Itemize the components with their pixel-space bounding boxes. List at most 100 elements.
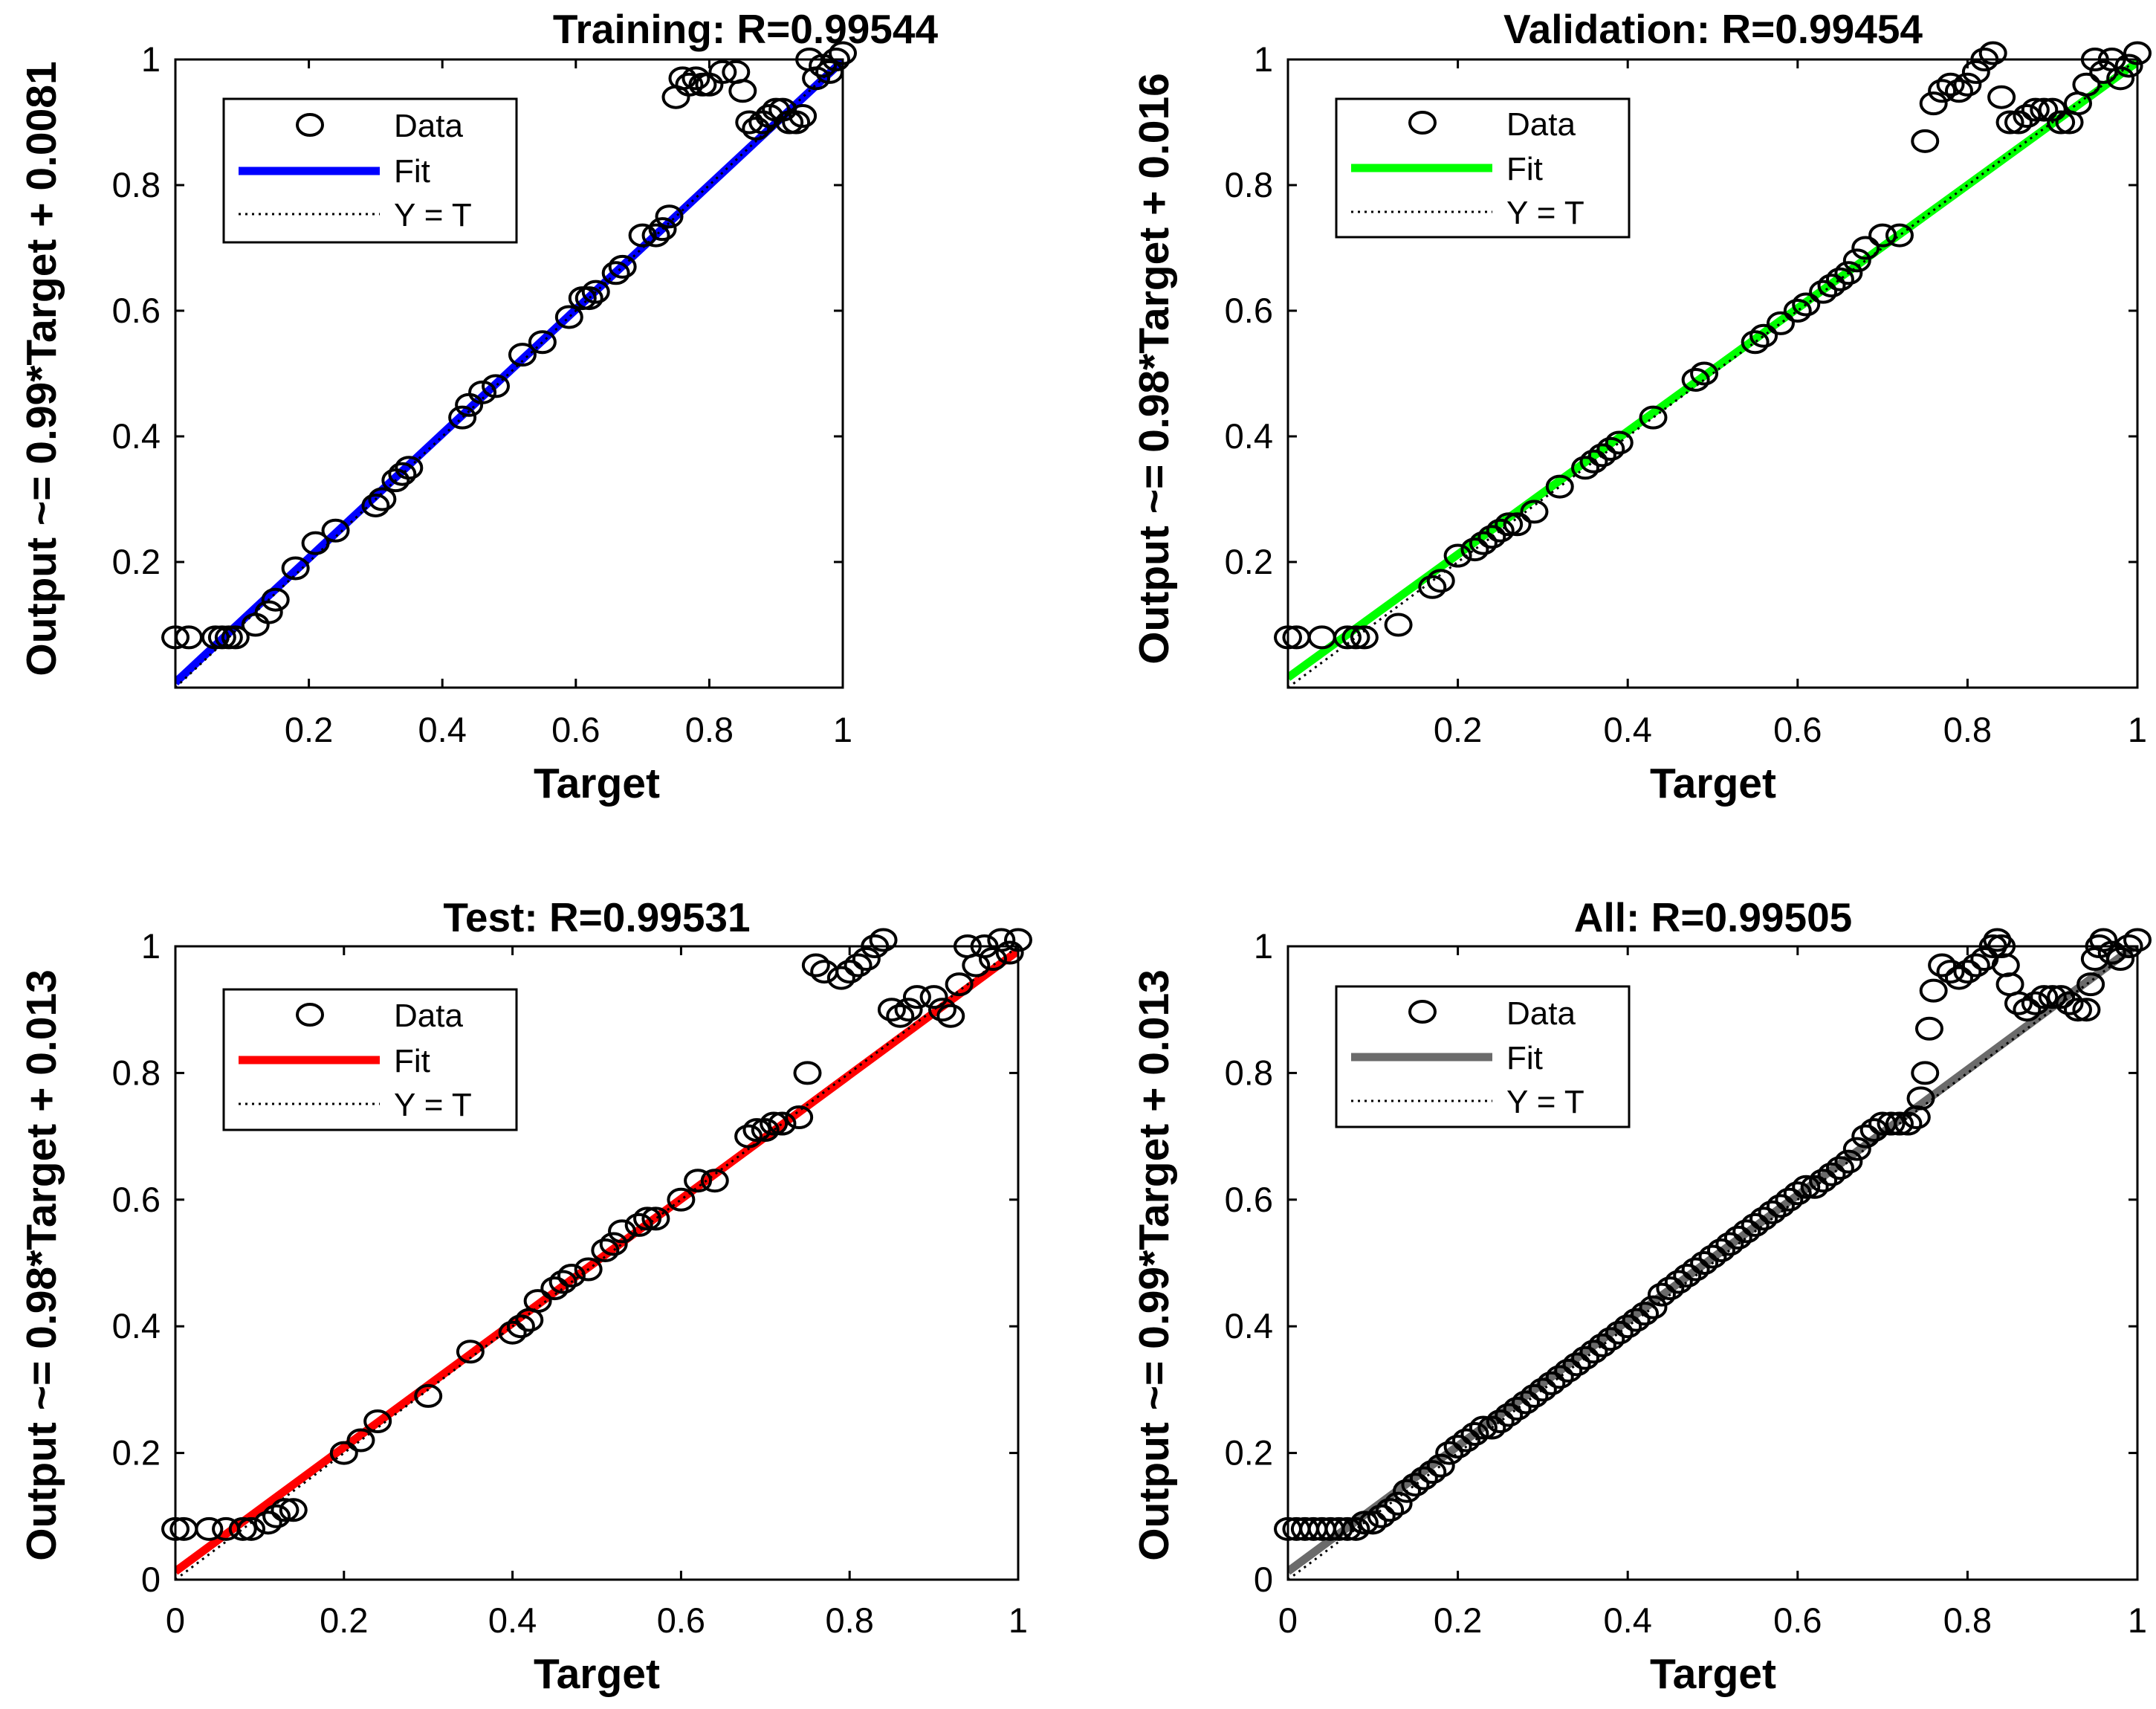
data-point [1851,1124,1880,1149]
x-tick-label: 0.8 [685,710,734,749]
chart-title: All: R=0.99505 [1574,894,1853,940]
data-point [1587,1333,1616,1357]
data-point [1953,960,1982,984]
legend-fit-label: Fit [1506,151,1543,187]
y-tick-label: 0.6 [1225,291,1273,330]
data-point [388,462,417,486]
data-point [1579,1340,1608,1364]
x-tick-label: 0.8 [1943,1600,1992,1640]
y-tick-label: 0.2 [1225,1433,1273,1473]
panel-test: Test: R=0.99531 0 0.2 0.4 0.6 0.8 1 0 0.… [18,894,1032,1698]
data-point [1443,543,1472,568]
legend-data-label: Data [1506,995,1576,1032]
data-point [1809,280,1838,304]
data-point [826,966,855,990]
x-tick-label: 0.8 [826,1600,874,1640]
data-point [1919,91,1948,116]
data-point [682,66,710,91]
axes-frame [1286,945,2139,1581]
y-tick-label: 1 [141,39,161,79]
data-point [581,280,610,304]
data-point [768,1111,797,1136]
data-point [253,1511,282,1535]
data-point [221,625,250,650]
data-point [667,1187,696,1212]
x-ticks: 0 0.2 0.4 0.6 0.8 1 [1278,1600,2147,1640]
y-tick-label: 0.8 [1225,1053,1273,1092]
x-tick-label: 1 [2128,1600,2147,1640]
y-ticks: 0.2 0.4 0.6 0.8 1 [1225,39,1273,581]
data-point [1393,1479,1422,1503]
x-tick-label: 0.6 [551,710,600,749]
data-point [1961,953,1990,978]
data-point [785,1105,814,1130]
data-point [801,953,830,978]
x-tick-label: 0.2 [320,1600,368,1640]
data-point [877,998,906,1022]
data-point [346,1428,375,1453]
data-point [1741,330,1770,355]
data-point [2004,110,2033,135]
data-point [329,1441,358,1465]
chart-title: Test: R=0.99531 [443,894,750,940]
data-point [782,110,811,135]
data-point [1503,1396,1532,1421]
data-point [1809,1169,1838,1193]
data-point [735,110,764,135]
data-point [1690,1251,1719,1275]
y-ticks: 0 0.2 0.4 0.6 0.8 1 [1225,926,1273,1599]
data-point [1443,1435,1472,1459]
x-tick-label: 0 [166,1600,185,1640]
data-point [2089,59,2118,84]
data-point [321,518,350,543]
data-point [1732,1219,1761,1244]
data-point [1587,443,1616,468]
data-point [2021,97,2050,122]
data-point [1562,1352,1591,1377]
y-tick-label: 0.8 [112,1053,161,1092]
data-point [1825,1156,1854,1180]
data-point [281,556,310,581]
data-point [1359,1511,1388,1535]
data-point [2047,110,2076,135]
data-point [2097,940,2126,965]
x-axis-label: Target [1650,760,1776,807]
data-point [1647,1282,1676,1307]
identity-line [175,946,1018,1580]
data-point [1486,518,1515,543]
data-point [936,1004,965,1028]
legend-data-marker [1408,1000,1437,1024]
data-point [1834,261,1863,285]
legend: Data Fit Y = T [1335,97,1631,239]
data-point [1936,960,1965,984]
data-point [1333,625,1362,650]
data-point [1486,1409,1515,1433]
data-point [1571,1345,1600,1370]
data-point [2030,97,2059,122]
data-point [601,261,630,285]
data-point [2114,54,2143,78]
y-tick-label: 0.4 [112,416,161,456]
data-point [1690,361,1719,386]
data-point [1376,1498,1405,1522]
data-point [1792,292,1821,317]
x-tick-label: 0.6 [1773,710,1822,749]
data-point [279,1498,308,1522]
data-point [1894,1111,1923,1136]
data-point [1631,1302,1660,1326]
data-point [368,487,397,511]
data-point [700,1169,729,1193]
data-point [624,1212,653,1237]
data-point [2013,104,2042,129]
y-tick-label: 0.8 [112,165,161,204]
data-point [1622,1308,1651,1332]
data-point [628,223,657,248]
x-axis-label: Target [1650,1650,1776,1698]
data-point [1978,41,2007,65]
x-tick-label: 0.6 [1773,1600,1822,1640]
data-point [1418,1460,1447,1485]
legend: Data Fit Y = T [222,988,518,1131]
data-point [523,1289,552,1314]
data-point [1834,1149,1863,1174]
x-tick-label: 0 [1278,1600,1298,1640]
